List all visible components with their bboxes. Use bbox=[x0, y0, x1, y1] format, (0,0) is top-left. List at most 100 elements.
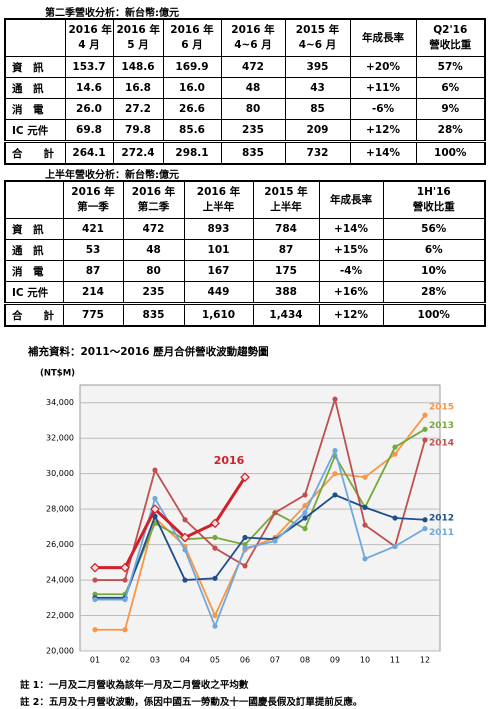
data-point bbox=[90, 562, 100, 573]
data-point bbox=[392, 444, 398, 450]
data-point bbox=[122, 596, 128, 603]
y-tick-label: 28,000 bbox=[46, 505, 74, 514]
header-cell: 1H'16 營收比重 bbox=[382, 180, 486, 219]
header-text: 2016 年 bbox=[170, 24, 214, 36]
data-point bbox=[422, 526, 428, 532]
header-cell: 2016 年 4 月 bbox=[64, 18, 114, 57]
data-point bbox=[240, 472, 250, 483]
table-row: 資 訊 421 472 893 784 +14% 56% bbox=[4, 218, 486, 240]
header-text: 上半年 bbox=[202, 201, 235, 213]
x-tick-label: 05 bbox=[210, 656, 220, 665]
row-label: 資 訊 bbox=[4, 218, 64, 240]
cell: 16.0 bbox=[162, 77, 222, 99]
data-point bbox=[210, 518, 220, 529]
cell: 57% bbox=[415, 56, 486, 78]
y-tick-label: 24,000 bbox=[46, 576, 74, 585]
header-cell: 2016 年 5 月 bbox=[112, 18, 164, 57]
data-point bbox=[242, 534, 248, 541]
cell: 100% bbox=[382, 302, 486, 327]
cell: 835 bbox=[122, 302, 185, 327]
header-text: 年成長率 bbox=[330, 193, 372, 206]
x-tick-label: 06 bbox=[240, 656, 250, 665]
footnote: 註 2：五月及十月營收波動，係因中國五一勞動及十一國慶長假及訂單提前反應。 bbox=[20, 697, 363, 708]
header-text: 5 月 bbox=[127, 39, 149, 51]
x-tick-label: 09 bbox=[330, 656, 340, 665]
data-point bbox=[332, 396, 338, 402]
header-row: 2016 年第一季 2016 年第二季 2016 年上半年 2015 年上半年 年成長率… bbox=[4, 180, 486, 219]
table-caption: 第二季營收分析：新台幣:億元 bbox=[45, 8, 179, 19]
plot-area bbox=[79, 384, 441, 652]
x-tick-label: 04 bbox=[180, 656, 190, 665]
header-text: 2016 年 bbox=[231, 24, 275, 36]
h1-table: 2016 年第一季 2016 年第二季 2016 年上半年 2015 年上半年 年成長率… bbox=[4, 180, 486, 327]
cell: 56% bbox=[382, 218, 486, 240]
data-point bbox=[362, 522, 368, 528]
data-point bbox=[362, 504, 368, 510]
data-point bbox=[302, 492, 308, 498]
y-tick-label: 26,000 bbox=[46, 540, 74, 549]
table-row: 合 計 775 835 1,610 1,434 +12% 100% bbox=[4, 302, 486, 327]
cell: 209 bbox=[284, 119, 351, 142]
header-text: 營收比重 bbox=[429, 39, 472, 51]
data-point bbox=[182, 517, 188, 523]
table-row: 資 訊 153.7 148.6 169.9 472 395 +20% 57% bbox=[4, 56, 486, 78]
header-text: 2015 年 bbox=[295, 24, 340, 36]
header-text: 2016 年 bbox=[71, 186, 115, 198]
data-point bbox=[332, 471, 338, 477]
row-label: 合 計 bbox=[4, 140, 66, 165]
data-point bbox=[212, 612, 218, 619]
header-text: 2015 年 bbox=[264, 186, 308, 198]
data-point bbox=[362, 474, 368, 480]
header-text: 營收比重 bbox=[412, 201, 455, 213]
data-point bbox=[212, 575, 218, 581]
cell: 272.4 bbox=[112, 140, 164, 165]
header-cell: 2016 年第一季 bbox=[62, 180, 124, 219]
cell: +12% bbox=[318, 302, 384, 327]
header-cell: 年成長率 bbox=[318, 180, 384, 219]
y-axis-label: (NT$M) bbox=[40, 369, 75, 379]
cell: 732 bbox=[284, 140, 351, 165]
cell: 27.2 bbox=[112, 98, 164, 120]
data-point bbox=[272, 510, 278, 516]
data-point bbox=[242, 545, 248, 551]
data-point bbox=[152, 495, 158, 502]
series-label: 2011 bbox=[429, 528, 454, 538]
data-point bbox=[332, 448, 338, 454]
series-line bbox=[95, 476, 247, 570]
data-point bbox=[362, 556, 368, 562]
cell: +15% bbox=[318, 239, 384, 261]
data-point bbox=[332, 492, 338, 498]
x-tick-label: 01 bbox=[90, 656, 100, 665]
series-line bbox=[95, 428, 426, 596]
data-point bbox=[422, 437, 428, 443]
header-cell: 2015 年 4~6 月 bbox=[284, 18, 351, 57]
header-text: 2016 年 bbox=[68, 24, 112, 36]
footnote: 註 1：一月及二月營收為該年一月及二月營收之平均數 bbox=[20, 680, 249, 691]
table-row: IC 元件 69.8 79.8 85.6 235 209 +12% 28% bbox=[4, 119, 486, 142]
data-point bbox=[392, 543, 398, 549]
cell: 87 bbox=[252, 239, 320, 261]
x-tick-label: 12 bbox=[420, 656, 430, 665]
y-tick-label: 32,000 bbox=[46, 434, 74, 443]
header-cell: Q2'16 營收比重 bbox=[415, 18, 486, 57]
series-line bbox=[95, 493, 426, 599]
cell: 16.8 bbox=[112, 77, 164, 99]
data-point bbox=[152, 467, 158, 473]
x-tick-label: 10 bbox=[360, 656, 370, 665]
series-label: 2012 bbox=[429, 513, 454, 523]
header-text: 第一季 bbox=[77, 201, 109, 213]
data-point bbox=[92, 627, 98, 633]
series-line bbox=[95, 448, 426, 629]
cell: 6% bbox=[382, 239, 486, 261]
header-text: 2016 年 bbox=[131, 186, 176, 198]
data-point bbox=[422, 426, 428, 432]
series-label: 2014 bbox=[429, 438, 454, 448]
y-tick-label: 22,000 bbox=[46, 611, 74, 620]
data-point bbox=[212, 545, 218, 551]
cell: +11% bbox=[349, 77, 417, 99]
table-row: 通 訊 53 48 101 87 +15% 6% bbox=[4, 239, 486, 261]
data-point bbox=[302, 510, 308, 516]
